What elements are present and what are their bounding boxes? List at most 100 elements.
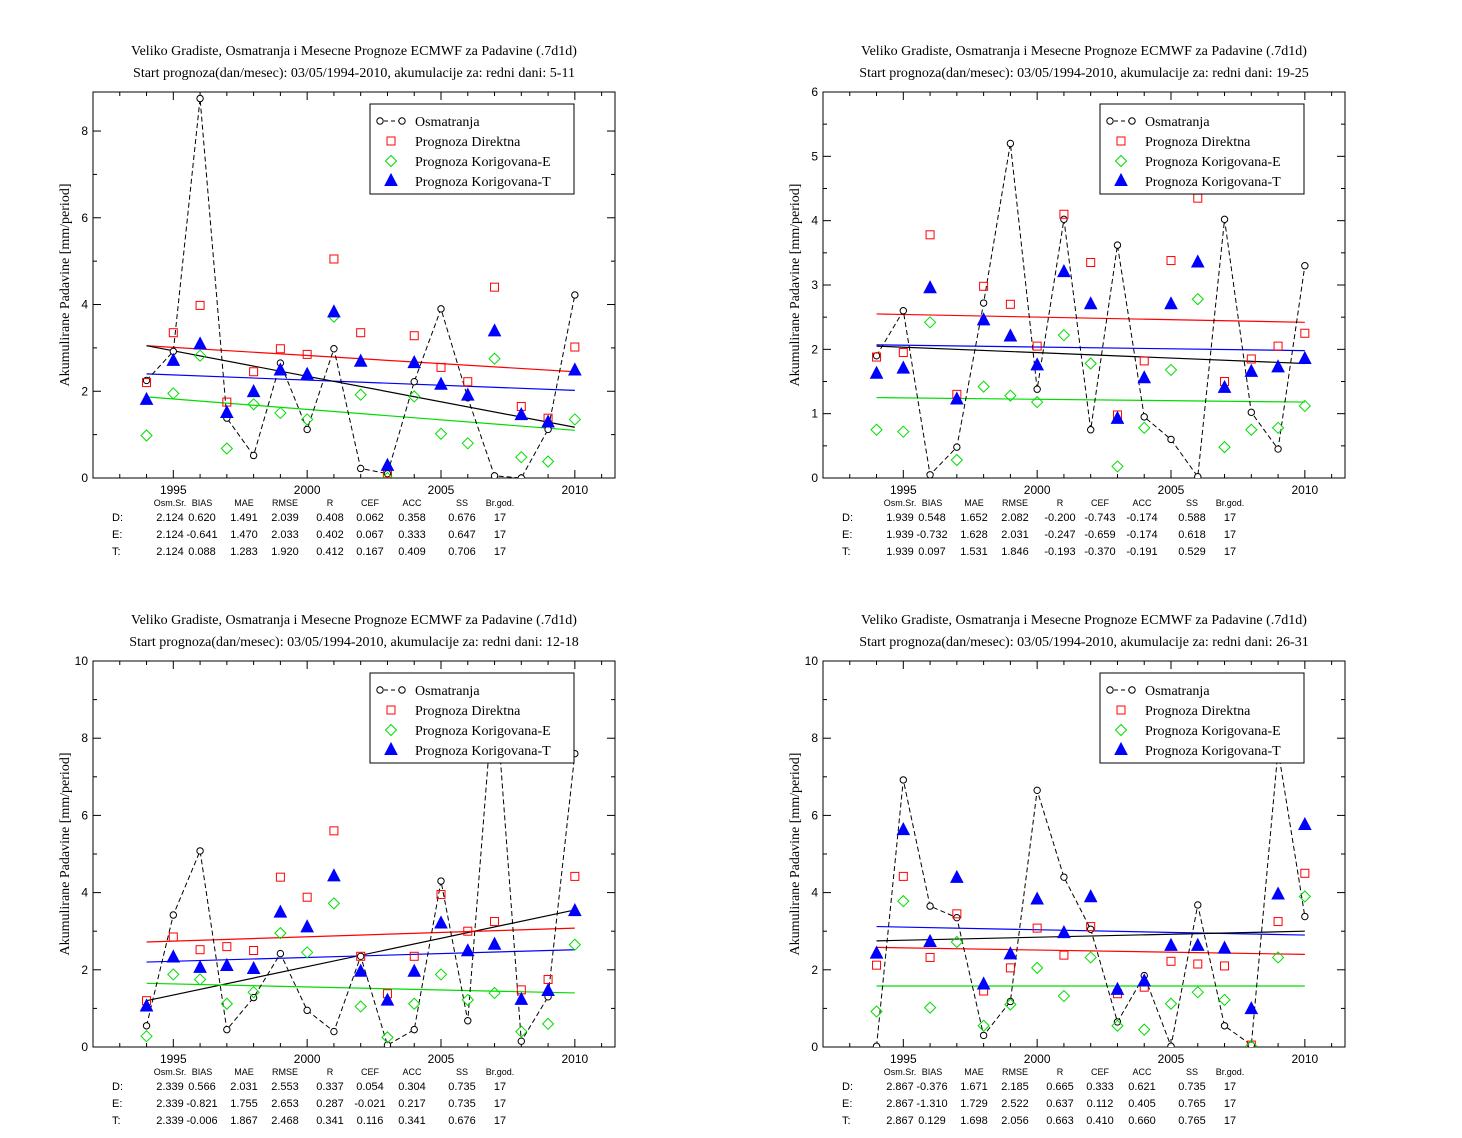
stats-cell: 0.676 [448,1115,476,1127]
y-axis-label: Akumulirane Padavine [mm/period] [58,184,73,387]
stats-cell: 17 [494,529,506,541]
legend-label: Prognoza Korigovana-T [1145,744,1281,759]
trend-line-corrE [146,396,575,431]
data-point-corrE [167,387,180,400]
legend-label: Prognoza Korigovana-T [1145,175,1281,190]
stats-cell: 1.939 [886,546,914,558]
data-point-obs [899,776,908,784]
legend-marker-direct [1116,136,1126,146]
data-point-obs [1194,901,1202,909]
data-point-corrT [1298,816,1312,831]
data-point-direct [463,377,473,387]
stats-header: CEF [361,1067,380,1077]
data-point-direct [1166,256,1176,266]
series-direct [142,826,580,1006]
stats-cell: 0.062 [356,512,384,524]
data-point-corrE [1004,998,1017,1011]
data-point-direct [1032,341,1042,351]
data-point-corrE [1057,989,1071,1003]
stats-cell: 0.412 [316,546,344,558]
trend-line-corrE [146,982,575,994]
stats-cell: -1.310 [916,1098,947,1110]
stats-cell: -0.370 [1084,546,1115,558]
data-point-obs [356,464,365,473]
legend-marker-obs [398,686,406,694]
stats-cell: 0.735 [448,1081,476,1093]
legend-marker-direct [386,705,396,715]
stats-cell: -0.659 [1084,529,1115,541]
legend-marker-corrT [384,172,398,186]
data-point-direct [952,909,962,919]
y-axis-label: Akumulirane Padavine [mm/period] [788,184,803,387]
plot-area [869,139,1312,478]
stats-cell: 0.647 [448,529,476,541]
data-point-obs [979,299,988,307]
stats-cell: -0.732 [916,529,947,541]
data-point-obs [1086,426,1095,434]
stats-header: Br.god. [486,498,515,508]
data-point-obs [196,94,204,103]
stats-cell: 0.405 [1128,1098,1156,1110]
stats-cell: -0.200 [1044,512,1075,524]
data-point-obs [303,425,311,434]
trend-line-corrE [876,396,1305,403]
data-point-obs [1167,435,1175,444]
data-point-obs [1274,445,1282,453]
stats-cell: -0.174 [1126,529,1157,541]
data-point-corrE [1298,890,1312,903]
data-point-obs [1247,1041,1256,1047]
data-point-obs [330,345,338,353]
stats-row-corrE: E: 1.939 -0.732 1.628 2.031 -0.247 -0.659 -0.17… [842,529,1236,541]
series-corrT [869,816,1312,1015]
data-point-corrT [1110,410,1125,424]
stats-cell: -0.006 [186,1115,217,1127]
data-point-direct [1273,341,1283,351]
stats-cell: 0.529 [1178,546,1206,558]
data-point-corrT [166,352,181,366]
x-axis-ticks: 1995 2000 2005 2010 [119,92,603,497]
y-tick-label: 0 [811,1040,818,1054]
data-point-corrE [950,935,964,949]
stats-cell: 2.082 [1001,512,1029,524]
stats-cell: 0.676 [448,512,476,524]
y-tick-label: 6 [811,85,818,99]
stats-row-label: T: [112,546,121,558]
data-point-corrE [274,926,287,940]
y-tick-label: 8 [811,731,818,745]
chart-panel-1: Veliko Gradiste, Osmatranja i Mesecne Pr… [58,44,616,558]
stats-cell: -0.743 [1084,512,1115,524]
data-point-corrT [1244,1001,1259,1015]
stats-row-label: E: [112,1098,122,1110]
stats-row-corrE: E: 2.339 -0.821 1.755 2.653 0.287 -0.021 0.217 0… [112,1098,506,1110]
data-point-obs [571,291,579,299]
stats-row-corrT: T: 2.339 -0.006 1.867 2.468 0.341 0.116 0.341 0.… [112,1115,506,1127]
x-tick-label: 2010 [561,1052,588,1066]
stats-cell: 17 [494,546,506,558]
stats-header: RMSE [272,1067,298,1077]
stats-header: Br.god. [1216,1067,1245,1077]
data-point-direct [1300,328,1310,338]
legend-marker-corrE [384,154,398,168]
stats-cell: 2.033 [271,529,299,541]
trend-line-obs [146,345,575,428]
chart-title: Veliko Gradiste, Osmatranja i Mesecne Pr… [131,44,577,59]
stats-header: Osm.Sr. [154,498,187,508]
y-tick-label: 6 [811,808,818,822]
trend-line-direct [876,946,1305,955]
stats-cell: -0.174 [1126,512,1157,524]
data-point-obs [1033,786,1041,795]
data-point-corrE [408,390,421,403]
stats-cell: 0.167 [356,546,384,558]
x-tick-label: 2005 [1158,483,1185,497]
legend-label: Prognoza Korigovana-E [415,155,551,170]
stats-cell: 2.867 [886,1098,914,1110]
chart-title: Veliko Gradiste, Osmatranja i Mesecne Pr… [861,44,1307,59]
data-point-obs [926,471,934,478]
stats-header: ACC [1132,1067,1152,1077]
data-point-corrE [541,1017,555,1031]
y-axis-label: Akumulirane Padavine [mm/period] [788,753,803,956]
data-point-corrE [1164,363,1178,377]
data-point-corrE [381,471,394,478]
stats-row-label: D: [112,512,123,524]
data-point-direct [1139,356,1149,366]
